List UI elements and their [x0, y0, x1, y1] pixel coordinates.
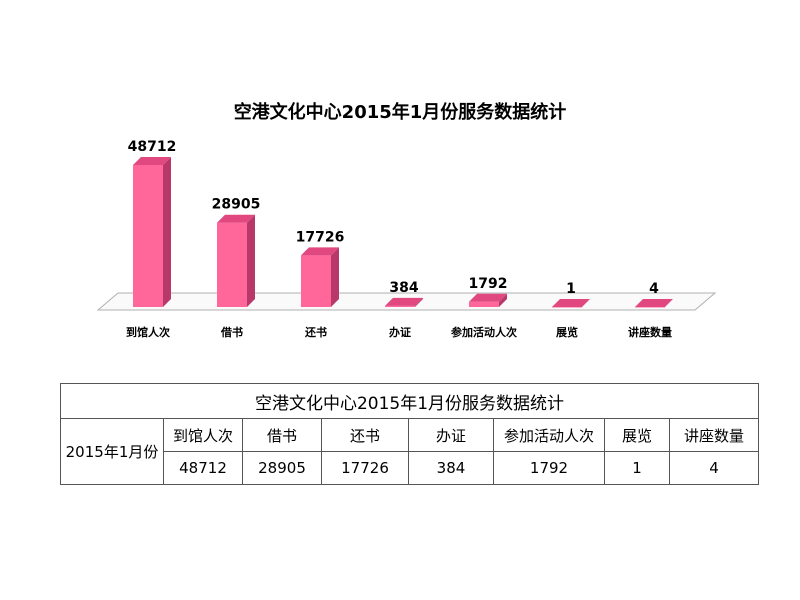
bar-front: [469, 301, 499, 307]
category-label: 参加活动人次: [451, 325, 517, 339]
row-label: 2015年1月份: [60, 418, 164, 485]
category-label: 展览: [555, 325, 578, 339]
category-label: 办证: [389, 325, 411, 339]
bar-front: [133, 165, 163, 307]
value-cell: 48712: [163, 451, 243, 485]
bar-side: [415, 297, 423, 307]
bar-top: [635, 298, 673, 307]
header-row: 2015年1月份 到馆人次 借书 还书 办证 参加活动人次 展览 讲座数量: [60, 418, 759, 485]
bar-top: [385, 297, 423, 306]
value-cell: 28905: [242, 451, 322, 485]
bar: [385, 297, 423, 307]
bar: [217, 214, 255, 307]
bar-top: [301, 247, 339, 256]
bar: [635, 298, 673, 308]
bar-top: [217, 214, 255, 223]
bar-side: [499, 293, 507, 307]
bar: [133, 157, 171, 307]
value-cell: 4: [669, 451, 759, 485]
chart: 空港文化中心2015年1月份服务数据统计 48712 到馆人次 28905 借书 177…: [96, 101, 717, 339]
header-cell: 到馆人次: [163, 418, 243, 452]
value-cell: 1792: [493, 451, 605, 485]
header-cell: 展览: [604, 418, 670, 452]
category-label: 还书: [304, 325, 327, 339]
value-label: 17726: [296, 229, 345, 245]
value-label: 384: [389, 280, 418, 296]
bar-front: [385, 305, 415, 307]
bar: [469, 293, 507, 307]
header-cell: 讲座数量: [669, 418, 759, 452]
bar: [301, 247, 339, 307]
bar-side: [582, 298, 590, 307]
value-label: 28905: [212, 197, 261, 213]
header-cell: 参加活动人次: [493, 418, 605, 452]
header-cell: 办证: [408, 418, 494, 452]
bar-top: [552, 298, 590, 307]
value-label: 1792: [469, 276, 508, 292]
bar-side: [331, 247, 339, 307]
value-row: 48712 28905 17726 384 1792 1 4: [61, 451, 759, 485]
bar-top: [133, 157, 171, 165]
value-cell: 17726: [321, 451, 409, 485]
value-cell: 1: [604, 451, 670, 485]
chart-title: 空港文化中心2015年1月份服务数据统计: [234, 101, 567, 123]
bar-side: [163, 157, 171, 307]
bar-front: [301, 255, 331, 307]
bar-side: [665, 298, 673, 307]
bar-front: [217, 222, 247, 307]
bar-top: [469, 293, 507, 302]
bar-side: [247, 214, 255, 307]
value-label: 4: [649, 281, 659, 297]
category-label: 借书: [220, 325, 243, 339]
bar-front: [552, 306, 582, 308]
table-title: 空港文化中心2015年1月份服务数据统计: [60, 383, 759, 419]
category-label: 到馆人次: [126, 325, 170, 339]
bar-front: [635, 306, 665, 308]
value-cell: 384: [408, 451, 494, 485]
value-label: 1: [566, 281, 576, 297]
value-label: 48712: [128, 139, 177, 155]
category-label: 讲座数量: [628, 325, 672, 339]
bar: [552, 298, 590, 308]
data-table: 空港文化中心2015年1月份服务数据统计 2015年1月份 到馆人次 借书 还书 办证…: [60, 383, 759, 485]
header-cell: 借书: [242, 418, 322, 452]
header-cell: 还书: [321, 418, 409, 452]
